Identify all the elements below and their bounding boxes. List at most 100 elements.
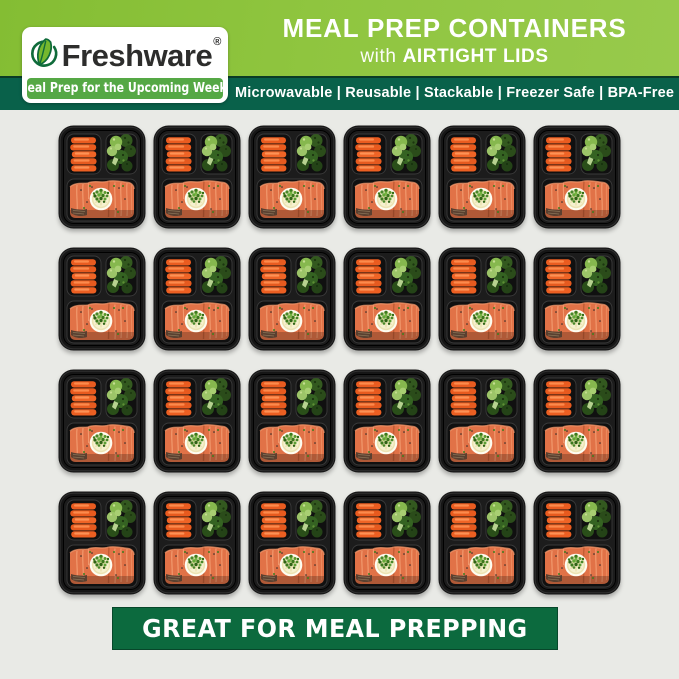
- broccoli-compartment: [201, 134, 231, 172]
- herb-garnish: [92, 432, 110, 447]
- meal-container-image: [343, 491, 431, 595]
- subtitle-bold: AIRTIGHT LIDS: [402, 45, 549, 67]
- meal-container-image: [343, 125, 431, 229]
- herb-garnish: [567, 188, 585, 203]
- broccoli-compartment: [486, 256, 516, 294]
- broccoli-compartment: [581, 134, 611, 172]
- carrots-compartment: [165, 259, 192, 294]
- salmon-compartment: [449, 424, 515, 462]
- broccoli-compartment: [581, 500, 611, 538]
- meal-container-image: [58, 491, 146, 595]
- meal-container: [437, 368, 527, 474]
- broccoli-compartment: [296, 500, 326, 538]
- carrots-compartment: [545, 137, 572, 172]
- salmon-compartment: [259, 302, 325, 340]
- meal-container-image: [343, 369, 431, 473]
- meal-container: [437, 490, 527, 596]
- carrots-compartment: [450, 381, 477, 416]
- salmon-compartment: [449, 180, 515, 218]
- brand-card: Freshware ® Meal Prep for the Upcoming W…: [22, 27, 228, 103]
- carrots-compartment: [70, 259, 97, 294]
- salmon-compartment: [69, 180, 135, 218]
- brand-tagline-strip: Meal Prep for the Upcoming Weeks: [27, 78, 223, 99]
- salmon-compartment: [259, 180, 325, 218]
- salmon-compartment: [164, 424, 230, 462]
- herb-garnish: [282, 554, 300, 569]
- broccoli-compartment: [106, 378, 136, 416]
- carrots-compartment: [355, 503, 382, 538]
- salmon-compartment: [69, 424, 135, 462]
- salmon-compartment: [354, 424, 420, 462]
- herb-garnish: [187, 310, 205, 325]
- broccoli-compartment: [201, 378, 231, 416]
- herb-garnish: [282, 310, 300, 325]
- carrots-compartment: [450, 503, 477, 538]
- meal-container: [342, 246, 432, 352]
- meal-container-image: [153, 369, 241, 473]
- meal-container-image: [533, 491, 621, 595]
- carrots-compartment: [260, 503, 287, 538]
- salmon-compartment: [164, 302, 230, 340]
- meal-container: [342, 124, 432, 230]
- carrots-compartment: [70, 137, 97, 172]
- carrots-compartment: [70, 381, 97, 416]
- salmon-compartment: [164, 546, 230, 584]
- carrots-compartment: [450, 259, 477, 294]
- meal-container: [247, 124, 337, 230]
- herb-garnish: [472, 310, 490, 325]
- carrots-compartment: [260, 137, 287, 172]
- meal-container: [57, 246, 147, 352]
- salmon-compartment: [449, 546, 515, 584]
- salmon-compartment: [259, 546, 325, 584]
- herb-garnish: [92, 310, 110, 325]
- meal-container: [57, 124, 147, 230]
- carrots-compartment: [70, 503, 97, 538]
- meal-container-image: [58, 369, 146, 473]
- herb-garnish: [567, 432, 585, 447]
- salmon-compartment: [69, 546, 135, 584]
- title-panel: MEAL PREP CONTAINERS with AIRTIGHT LIDS: [230, 0, 679, 76]
- salmon-compartment: [544, 180, 610, 218]
- main-title: MEAL PREP CONTAINERS: [282, 13, 627, 44]
- meal-container: [532, 490, 622, 596]
- meal-container: [57, 368, 147, 474]
- carrots-compartment: [165, 137, 192, 172]
- meal-container-image: [153, 247, 241, 351]
- carrots-compartment: [355, 381, 382, 416]
- broccoli-compartment: [201, 256, 231, 294]
- subtitle-prefix: with: [360, 45, 397, 67]
- carrots-compartment: [355, 137, 382, 172]
- broccoli-compartment: [391, 378, 421, 416]
- carrots-compartment: [545, 503, 572, 538]
- broccoli-compartment: [106, 134, 136, 172]
- subtitle: with AIRTIGHT LIDS: [360, 46, 548, 68]
- meal-container-image: [153, 125, 241, 229]
- meal-container: [152, 490, 242, 596]
- meal-container: [532, 368, 622, 474]
- meal-container: [342, 490, 432, 596]
- broccoli-compartment: [486, 378, 516, 416]
- meal-container: [152, 368, 242, 474]
- carrots-compartment: [545, 259, 572, 294]
- meal-container-image: [533, 369, 621, 473]
- meal-container: [437, 246, 527, 352]
- bottom-banner-text: GREAT FOR MEAL PREPPING: [142, 614, 528, 643]
- salmon-compartment: [449, 302, 515, 340]
- meal-container-image: [153, 491, 241, 595]
- salmon-compartment: [259, 424, 325, 462]
- meal-container: [247, 490, 337, 596]
- herb-garnish: [377, 188, 395, 203]
- carrots-compartment: [165, 381, 192, 416]
- broccoli-compartment: [106, 500, 136, 538]
- salmon-compartment: [544, 424, 610, 462]
- meal-container-image: [343, 247, 431, 351]
- herb-garnish: [472, 432, 490, 447]
- broccoli-compartment: [296, 256, 326, 294]
- meal-container-image: [248, 491, 336, 595]
- broccoli-compartment: [486, 134, 516, 172]
- herb-garnish: [567, 554, 585, 569]
- broccoli-compartment: [581, 256, 611, 294]
- salmon-compartment: [354, 180, 420, 218]
- meal-container-image: [533, 125, 621, 229]
- broccoli-compartment: [201, 500, 231, 538]
